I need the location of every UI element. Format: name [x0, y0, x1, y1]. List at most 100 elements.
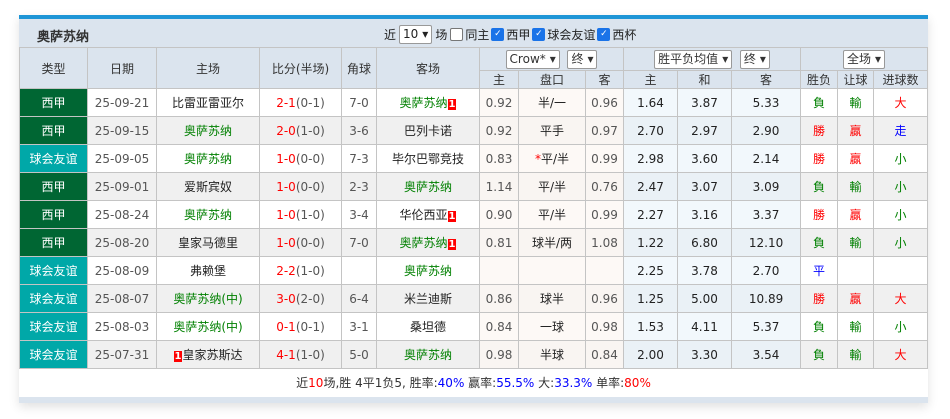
result: 平 [800, 256, 839, 285]
header-corner: 角球 [341, 47, 377, 89]
asian-away-odds: 0.84 [584, 340, 625, 369]
euro-stage-select[interactable]: 终 ▾ [739, 49, 770, 69]
euro-type-select[interactable]: 胜平负均值 ▾ [654, 49, 733, 69]
match-score[interactable]: 4-1(1-0) [259, 340, 342, 369]
home-team[interactable]: 奥萨苏纳 [156, 144, 260, 173]
away-team[interactable]: 毕尔巴鄂竞技 [376, 144, 480, 173]
euro-draw-odds: 4.11 [677, 312, 733, 341]
matches-table: 类型 日期 主场 比分(半场) 角球 客场 Crow* ▾ 终 ▾ 胜平负均值 ▾ 终… [19, 47, 929, 369]
filter-prefix: 近 [384, 28, 397, 42]
match-score[interactable]: 2-1(0-1) [259, 88, 342, 117]
filter-checkbox[interactable]: ✓ [532, 28, 546, 41]
subheader: 主 [623, 70, 679, 89]
euro-draw-odds: 6.80 [677, 228, 733, 257]
handicap-result: 贏 [837, 284, 875, 313]
away-team[interactable]: 奥萨苏纳1 [376, 228, 480, 257]
subheader: 客 [731, 70, 802, 89]
asian-company-select[interactable]: Crow* ▾ [505, 49, 560, 69]
handicap-result: 輸 [837, 228, 875, 257]
asian-home-odds: 0.92 [479, 88, 519, 117]
asian-home-odds: 0.81 [479, 228, 519, 257]
match-score[interactable]: 1-0(0-0) [259, 172, 342, 201]
euro-away-odds: 2.90 [731, 116, 802, 145]
asian-home-odds: 0.98 [479, 340, 519, 369]
over-under-result: 小 [873, 144, 929, 173]
away-team[interactable]: 米兰迪斯 [376, 284, 480, 313]
match-score[interactable]: 0-1(0-1) [259, 312, 342, 341]
away-team[interactable]: 奥萨苏纳1 [376, 88, 480, 117]
table-row: 球会友谊 25-08-07 奥萨苏纳(中) 3-0(2-0) 6-4 米兰迪斯 … [19, 284, 929, 313]
match-type[interactable]: 球会友谊 [19, 144, 88, 173]
match-type[interactable]: 西甲 [19, 88, 88, 117]
home-team[interactable]: 奥萨苏纳(中) [156, 284, 260, 313]
home-team[interactable]: 1皇家苏斯达 [156, 340, 260, 369]
away-team[interactable]: 巴列卡诺 [376, 116, 480, 145]
filter-checkbox[interactable]: ✓ [491, 28, 505, 41]
euro-home-odds: 2.27 [623, 200, 679, 229]
match-score[interactable]: 1-0(1-0) [259, 200, 342, 229]
chevron-down-icon: ▾ [875, 51, 882, 66]
home-team[interactable]: 比雷亚雷亚尔 [156, 88, 260, 117]
match-type[interactable]: 球会友谊 [19, 284, 88, 313]
asian-stage-select[interactable]: 终 ▾ [567, 49, 598, 69]
handicap-result: 輸 [837, 88, 875, 117]
asian-home-odds: 0.84 [479, 312, 519, 341]
match-type[interactable]: 球会友谊 [19, 256, 88, 285]
result: 負 [800, 172, 839, 201]
match-type[interactable]: 西甲 [19, 116, 88, 145]
away-team[interactable]: 奥萨苏纳 [376, 172, 480, 201]
match-score[interactable]: 2-2(1-0) [259, 256, 342, 285]
result: 勝 [800, 284, 839, 313]
asian-home-odds: 0.86 [479, 284, 519, 313]
corner-score [341, 256, 377, 285]
home-team[interactable]: 奥萨苏纳(中) [156, 312, 260, 341]
match-count-select[interactable]: 10 ▾ [399, 25, 433, 44]
asian-line: 平/半 [518, 172, 586, 201]
home-team[interactable]: 皇家马德里 [156, 228, 260, 257]
match-type[interactable]: 西甲 [19, 172, 88, 201]
away-team[interactable]: 华伦西亚1 [376, 200, 480, 229]
euro-home-odds: 1.64 [623, 88, 679, 117]
match-type[interactable]: 球会友谊 [19, 340, 88, 369]
subheader: 盘口 [518, 70, 586, 89]
red-card-badge: 1 [447, 239, 457, 250]
match-date: 25-08-24 [87, 200, 157, 229]
match-score[interactable]: 1-0(0-0) [259, 228, 342, 257]
filter-checkbox[interactable] [450, 28, 464, 41]
handicap-result: 贏 [837, 200, 875, 229]
chevron-down-icon: ▾ [422, 27, 429, 41]
asian-away-odds: 0.99 [584, 144, 625, 173]
handicap-result [837, 256, 875, 285]
filter-checkbox[interactable]: ✓ [597, 28, 611, 41]
asian-away-odds: 0.97 [584, 116, 625, 145]
home-team[interactable]: 爱斯宾奴 [156, 172, 260, 201]
header-home: 主场 [156, 47, 260, 89]
asian-line: *平/半 [518, 144, 586, 173]
euro-draw-odds: 2.97 [677, 116, 733, 145]
home-team[interactable]: 弗赖堡 [156, 256, 260, 285]
corner-score: 3-1 [341, 312, 377, 341]
match-type[interactable]: 西甲 [19, 200, 88, 229]
asian-line: 球半 [518, 284, 586, 313]
result: 負 [800, 340, 839, 369]
handicap-result: 贏 [837, 116, 875, 145]
corner-score: 3-4 [341, 200, 377, 229]
away-team[interactable]: 奥萨苏纳 [376, 340, 480, 369]
asian-line: 平手 [518, 116, 586, 145]
over-under-result: 大 [873, 340, 929, 369]
handicap-result: 輸 [837, 172, 875, 201]
match-type[interactable]: 球会友谊 [19, 312, 88, 341]
corner-score: 2-3 [341, 172, 377, 201]
match-score[interactable]: 1-0(0-0) [259, 144, 342, 173]
match-type[interactable]: 西甲 [19, 228, 88, 257]
home-team[interactable]: 奥萨苏纳 [156, 116, 260, 145]
euro-home-odds: 2.70 [623, 116, 679, 145]
match-score[interactable]: 2-0(1-0) [259, 116, 342, 145]
header-date: 日期 [87, 47, 157, 89]
away-team[interactable]: 桑坦德 [376, 312, 480, 341]
scope-select[interactable]: 全场 ▾ [843, 49, 886, 69]
away-team[interactable]: 奥萨苏纳 [376, 256, 480, 285]
subheader: 进球数 [873, 70, 929, 89]
match-score[interactable]: 3-0(2-0) [259, 284, 342, 313]
home-team[interactable]: 奥萨苏纳 [156, 200, 260, 229]
